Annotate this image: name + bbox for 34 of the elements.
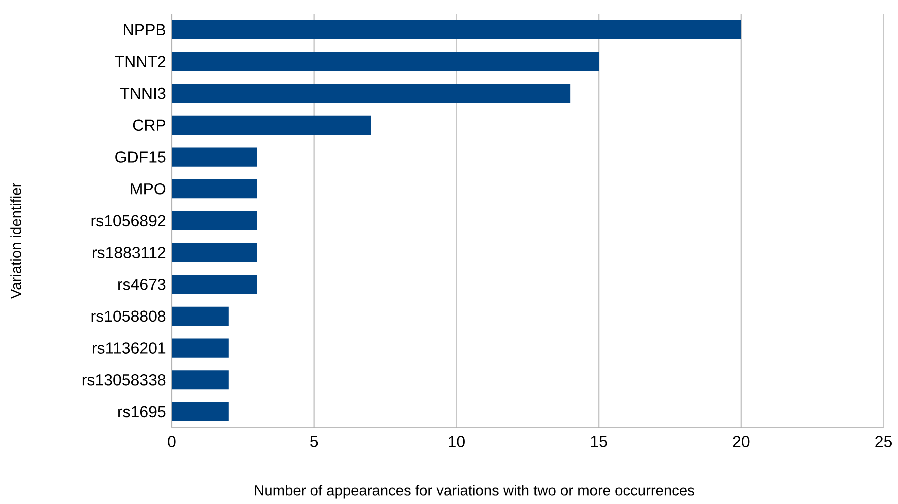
y-tick-label: GDF15	[116, 152, 166, 163]
y-tick-label: rs1695	[118, 406, 166, 418]
x-axis-title: Number of appearances for variations with two or more occurrences	[255, 485, 694, 499]
bar	[172, 180, 258, 199]
x-tick-label: 25	[876, 436, 892, 448]
bar	[172, 402, 229, 422]
bar	[172, 211, 258, 230]
x-tick-label: 0	[168, 436, 176, 448]
y-tick-label: rs4673	[118, 278, 166, 290]
x-tick-label: 15	[591, 436, 608, 448]
y-tick-label: TNNT2	[115, 56, 166, 68]
y-tick-label: rs1056892	[92, 215, 166, 227]
y-tick-label: rs1883112	[93, 247, 166, 258]
y-axis-title: Variation identifier	[10, 183, 22, 299]
bar	[172, 338, 229, 358]
y-tick-label: NPPB	[124, 24, 166, 36]
bar	[172, 20, 742, 40]
bar	[172, 52, 600, 72]
x-tick-label: 10	[449, 436, 465, 448]
bar	[172, 370, 229, 390]
y-tick-label: TNNI3	[120, 88, 166, 100]
y-tick-label: rs1058808	[92, 310, 166, 322]
bar	[172, 275, 258, 294]
bar	[172, 148, 258, 167]
bar	[172, 243, 258, 262]
y-tick-label: CRP	[133, 120, 166, 132]
y-tick-label: rs1136201	[93, 342, 166, 354]
bar	[172, 116, 372, 135]
x-tick-label: 5	[310, 436, 318, 448]
y-tick-label: rs13058338	[82, 374, 166, 386]
bar	[172, 84, 571, 104]
y-tick-label: MPO	[131, 183, 166, 195]
x-tick-label: 20	[733, 436, 750, 448]
bar	[172, 306, 229, 326]
